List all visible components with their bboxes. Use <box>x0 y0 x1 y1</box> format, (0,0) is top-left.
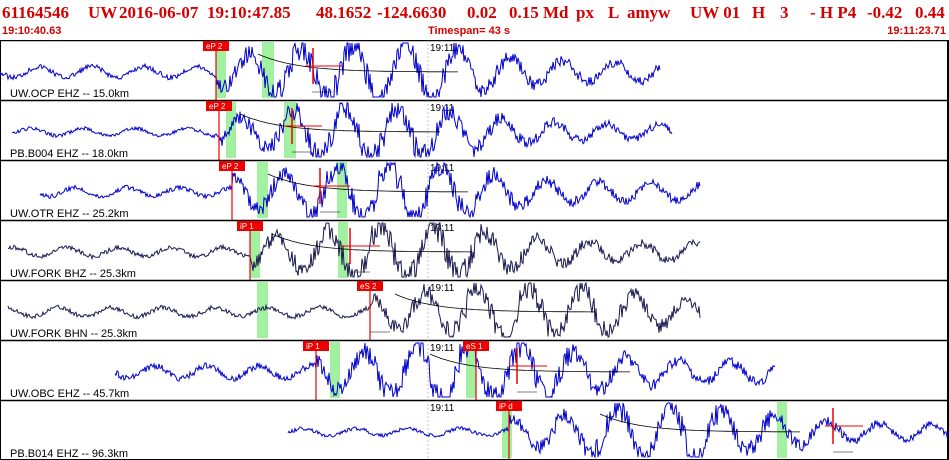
waveform <box>287 402 949 459</box>
waveform <box>114 342 776 398</box>
event-network: UW <box>88 3 118 22</box>
waveform <box>8 222 701 279</box>
pick-label: eP 2 <box>206 42 223 51</box>
event-quality: H <box>752 3 766 22</box>
trace-panel[interactable]: 19:11 eP 2 UW.OCP EHZ -- 15.0km <box>0 40 949 100</box>
coda-decay-curve <box>267 173 468 193</box>
event-flag: - H P4 <box>810 3 857 22</box>
event-id: 61164546 <box>2 3 70 22</box>
pick-flag <box>203 41 229 51</box>
minute-tick-label: 19:11 <box>430 223 455 234</box>
trace-panel[interactable]: 19:11 iP d PB.B014 EHZ -- 96.3km <box>0 399 949 460</box>
event-summary-line: 61164546 UW 2016-06-07 19:10:47.85 48.16… <box>0 0 949 26</box>
trace-panel[interactable]: 19:11 iP 1 UW.FORK BHZ -- 25.3km <box>0 219 949 280</box>
timespan-bar: 19:10:40.63 Timespan= 43 s 19:11:23.71 <box>0 24 949 38</box>
pick-window <box>257 162 268 218</box>
minute-tick-label: 19:11 <box>430 283 455 294</box>
minute-tick-label: 19:11 <box>430 43 455 54</box>
station-label: UW.FORK BHN -- 25.3km <box>10 328 137 340</box>
pick-flag <box>357 281 383 291</box>
coda-decay-curve <box>239 113 440 133</box>
coda-decay-curve <box>429 353 630 373</box>
station-label: UW.OBC EHZ -- 45.7km <box>10 388 129 400</box>
pick-window <box>502 402 512 458</box>
pick-window <box>466 342 476 398</box>
start-time: 19:10:40.63 <box>2 25 62 37</box>
minute-tick-label: 19:11 <box>430 103 455 114</box>
coda-decay-curve <box>257 53 458 73</box>
trace-panel[interactable]: 19:11 iP 1 eS 1 UW.OBC EHZ -- 45.7km <box>0 339 949 400</box>
waveform <box>0 42 661 99</box>
event-latitude: 48.1652 <box>316 3 372 22</box>
pick-flag <box>206 101 232 111</box>
pick-flag <box>463 341 489 351</box>
event-version: 3 <box>780 3 789 22</box>
coda-decay-curve <box>599 413 800 433</box>
station-label: PB.B014 EHZ -- 96.3km <box>10 448 128 460</box>
pick-window <box>250 222 260 278</box>
pick-label: iP d <box>499 402 513 411</box>
event-longitude: -124.6630 <box>377 3 447 22</box>
timespan-label: Timespan= 43 s <box>428 25 511 37</box>
pick-window <box>330 342 340 398</box>
minute-tick-label: 19:11 <box>430 403 455 414</box>
station-label: UW.OCP EHZ -- 15.0km <box>10 88 129 100</box>
trace-panel[interactable]: 19:11 eP 2 PB.B004 EHZ -- 18.0km <box>0 99 949 160</box>
pick-window <box>284 102 296 158</box>
event-depth: 0.02 <box>467 3 497 22</box>
station-label: UW.OTR EHZ -- 25.2km <box>10 208 129 220</box>
pick-label: eS 2 <box>360 282 377 291</box>
coda-decay-curve <box>271 233 472 253</box>
minute-tick-label: 19:11 <box>430 163 455 174</box>
event-value-2: 0.44 <box>915 3 945 22</box>
pick-flag <box>496 401 522 411</box>
trace-panel[interactable]: 19:11 eP 2 UW.OTR EHZ -- 25.2km <box>0 159 949 220</box>
station-label: UW.FORK BHZ -- 25.3km <box>10 268 136 280</box>
waveform <box>39 161 701 219</box>
pick-label: eP 2 <box>209 102 226 111</box>
pick-window <box>777 402 787 458</box>
pick-flag <box>237 221 263 231</box>
seismogram-panels[interactable]: 19:11 eP 2 UW.OCP EHZ -- 15.0km 19:11 eP 2 PB… <box>0 40 949 460</box>
trace-panel[interactable]: 19:11 eS 2 UW.FORK BHN -- 25.3km <box>0 279 949 340</box>
minute-tick-label: 19:11 <box>430 343 455 354</box>
event-magnitude: 0.15 Md <box>509 3 569 22</box>
station-label: PB.B004 EHZ -- 18.0km <box>10 148 128 160</box>
event-time: 19:10:47.85 <box>207 3 291 22</box>
pick-flag <box>303 341 329 351</box>
event-type: px <box>576 3 594 22</box>
waveform <box>11 102 673 159</box>
pick-window <box>337 162 347 218</box>
pick-label: iP 1 <box>306 342 320 351</box>
pick-flag <box>219 161 245 171</box>
event-author: amyw <box>627 3 671 22</box>
coda-decay-curve <box>394 293 595 313</box>
waveform <box>7 281 701 338</box>
pick-window <box>257 282 268 338</box>
pick-label: eS 1 <box>466 342 483 351</box>
pick-label: iP 1 <box>240 222 254 231</box>
event-review: L <box>608 3 620 22</box>
end-time: 19:11:23.71 <box>887 25 946 37</box>
event-date: 2016-06-07 <box>119 3 199 22</box>
event-source: UW 01 <box>690 3 741 22</box>
pick-window <box>216 42 226 98</box>
pick-label: eP 2 <box>222 162 239 171</box>
event-value-1: -0.42 <box>867 3 903 22</box>
event-header: 61164546 UW 2016-06-07 19:10:47.85 48.16… <box>0 0 949 40</box>
